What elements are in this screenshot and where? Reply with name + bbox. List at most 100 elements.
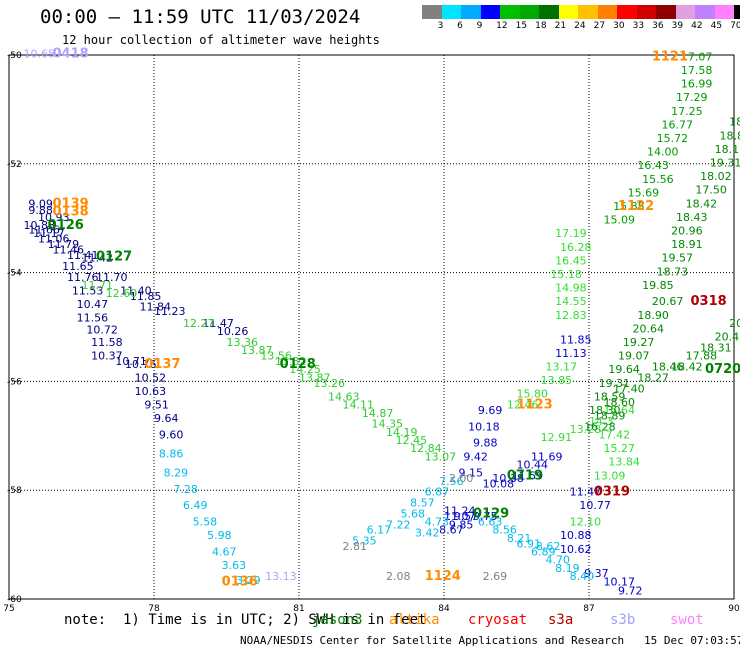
wave-height-label: 18.42 [686, 197, 718, 210]
wave-height-label: 14.00 [647, 146, 679, 159]
pass-id-label: 0137 [144, 357, 180, 372]
wave-height-label: 10.63 [135, 385, 167, 398]
wave-height-label: 6.89 [531, 545, 556, 558]
wave-height-label: 19.31 [710, 157, 740, 170]
wave-height-label: 8.57 [410, 497, 435, 510]
wave-height-label: 8.29 [164, 467, 189, 480]
legend-swatch [734, 5, 740, 19]
wave-height-label: 8.56 [492, 524, 517, 537]
wave-height-label: 12.84 [410, 442, 442, 455]
wave-height-label: 10.72 [86, 324, 118, 337]
wave-height-label: 13.28 [570, 423, 602, 436]
wave-height-label: 11.42 [82, 252, 114, 265]
wave-height-label: 11.65 [62, 260, 94, 273]
mission-jason3: jason3 [312, 612, 363, 628]
wave-height-label: 11.70 [96, 271, 128, 284]
pass-id-label: 0129 [473, 506, 509, 521]
y-tick-label: -60 [7, 595, 22, 605]
legend-swatch [558, 5, 579, 19]
wave-height-label: 17.58 [681, 64, 713, 77]
wave-height-label: 13.13 [265, 570, 297, 583]
wave-height-label: 11.71 [82, 279, 114, 292]
wave-height-label: 11.53 [72, 284, 104, 297]
wave-height-label: 11.40 [120, 284, 151, 297]
wave-height-label: 7.28 [173, 483, 198, 496]
wave-height-label: 10.52 [135, 371, 167, 384]
wave-height-label: 6.91 [517, 537, 542, 550]
wave-height-label: 10.26 [217, 325, 249, 338]
wave-height-label: 8.19 [555, 562, 580, 575]
legend-swatch [617, 5, 637, 19]
legend-label: 30 [613, 21, 625, 31]
legend-swatch [714, 5, 735, 19]
wave-height-label: 12.10 [570, 516, 602, 529]
wave-height-label: 12.46 [507, 399, 539, 412]
wave-height-label: 10.38 [492, 472, 524, 485]
wave-height-label: 12.27 [183, 317, 215, 330]
wave-height-label: 15.27 [604, 442, 636, 455]
pass-id-label: 0136 [222, 574, 258, 589]
wave-height-label: 11.47 [202, 317, 234, 330]
wave-height-label: 9.85 [449, 518, 474, 531]
wave-height-label: 3.63 [222, 559, 247, 572]
wave-height-label: 11.59 [512, 469, 543, 482]
legend-swatch [480, 5, 501, 19]
wave-height-label: 13.36 [227, 336, 259, 349]
legend-label: 70 [730, 21, 740, 31]
wave-height-label: 11.23 [154, 305, 186, 318]
wave-height-label: 18.02 [700, 170, 732, 183]
wave-height-label: 10.88 [24, 219, 56, 232]
pass-id-label: 0138 [53, 204, 89, 219]
x-tick-label: 87 [583, 604, 594, 614]
wave-height-label: 14.25 [289, 363, 321, 376]
legend-label: 6 [457, 21, 463, 31]
wave-height-label: 10.88 [560, 529, 592, 542]
wave-height-label: 11.58 [91, 336, 123, 349]
wave-height-label: 18.31 [700, 341, 732, 354]
pass-id-label: 0418 [53, 47, 89, 62]
wave-height-label: 13.87 [241, 344, 273, 357]
wave-height-label: 16.28 [560, 241, 592, 254]
wave-height-label: 18.90 [637, 309, 669, 322]
wave-height-label: 20.2 [729, 317, 740, 330]
pass-id-label: 0128 [280, 357, 316, 372]
legend-swatch [695, 5, 715, 19]
wave-height-label: 13.32 [275, 355, 307, 368]
wave-height-label: 7.22 [386, 518, 411, 531]
wave-height-label: 9.37 [584, 567, 609, 580]
wave-height-label: 12.83 [555, 309, 587, 322]
wave-height-label: 10.08 [483, 477, 514, 490]
wave-height-label: 9.57 [454, 510, 479, 523]
legend-label: 12 [496, 21, 508, 31]
wave-height-label: 9.72 [618, 585, 643, 598]
y-tick-label: -50 [7, 51, 22, 61]
wave-height-label: 11.85 [130, 290, 162, 303]
wave-height-label: 10.62 [560, 543, 592, 556]
wave-height-label: 11.17 [33, 227, 65, 240]
mission-cryosat: cryosat [468, 612, 528, 628]
wave-height-label: 14.98 [555, 282, 587, 295]
pass-id-label: 0318 [691, 294, 727, 309]
wave-height-label: 18.30 [589, 404, 621, 417]
wave-height-label: 14.11 [343, 399, 375, 412]
note-text: note: 1) Time is in UTC; 2) SWH is in fe… [64, 612, 427, 628]
wave-height-label: 2.81 [343, 540, 368, 553]
wave-height-label: 16.28 [584, 420, 616, 433]
wave-height-label: 11.07 [444, 510, 476, 523]
wave-height-label: 12.45 [396, 434, 428, 447]
pass-id-label: 0720 [705, 362, 740, 377]
wave-height-label: 11.84 [140, 301, 172, 314]
wave-height-label: 5.68 [401, 507, 426, 520]
wave-height-label: 3.29 [236, 574, 261, 587]
legend-swatch [656, 5, 676, 19]
wave-height-label: 17.42 [599, 429, 631, 442]
wave-height-label: 4.70 [546, 554, 571, 567]
pass-id-label: 1122 [618, 199, 654, 214]
wave-height-label: 9.15 [459, 467, 484, 480]
wave-height-label: 9.88 [473, 437, 498, 450]
wave-height-label: 11.06 [38, 233, 70, 246]
wave-height-label: 10.65 [24, 48, 56, 61]
wave-height-label: 17.19 [555, 227, 587, 240]
